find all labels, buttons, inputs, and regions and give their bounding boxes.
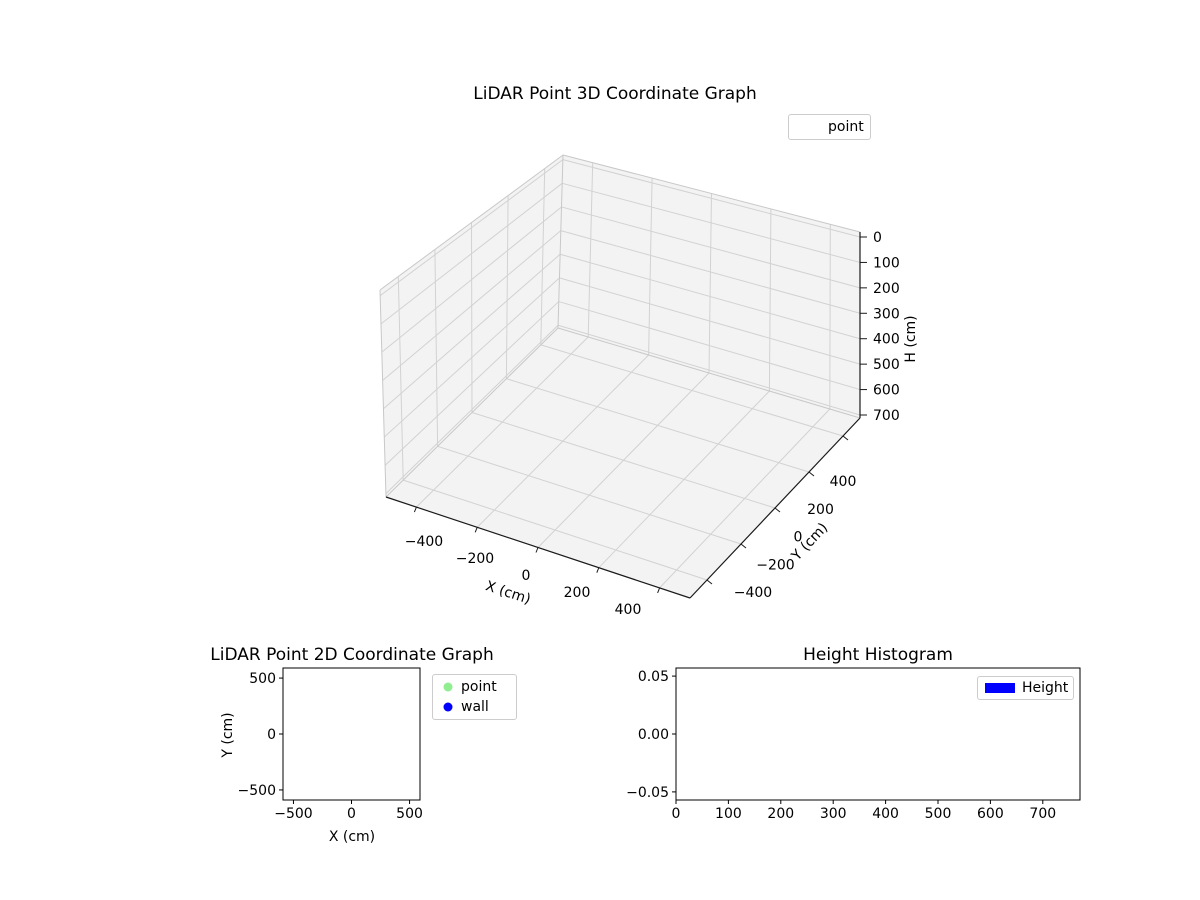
height-swatch-rect [985,683,1015,693]
y-tick-label: 0.00 [638,727,669,743]
grid-y [471,222,473,413]
wall-marker-circle [443,702,453,712]
grid-x [598,390,770,569]
pane-edge [562,154,861,233]
y-tick-label: −200 [756,557,794,573]
x-tick-label: 600 [977,806,1004,822]
x-tick [413,506,417,513]
histogram-title: Height Histogram [803,645,953,665]
height-swatch-icon [985,683,1015,693]
grid-x [587,162,594,338]
legend-entry-wall: wall [433,697,516,717]
chart-2d-ylabel: Y (cm) [220,712,236,758]
y-tick-label: 0.05 [638,669,669,685]
x-tick-label: 100 [715,806,742,822]
z-tick-label: 700 [873,408,900,424]
x-tick-label: 0 [672,806,681,822]
y-tick-label: 400 [830,474,857,490]
grid-x [648,178,653,356]
x-tick-label: 0 [522,568,531,584]
legend-entry-point-label: point [828,119,864,135]
z-tick-label: 600 [873,383,900,399]
z-tick-label: 500 [873,357,900,373]
wall-marker-icon [443,702,453,712]
grid-x [768,208,772,392]
x-tick-label: 200 [564,585,591,601]
grid-x [708,193,712,374]
y-tick [842,435,849,441]
chart-3d-legend: point [788,114,871,140]
x-tick-label: 0 [347,806,356,822]
grid-y [397,276,404,481]
y-tick-label: −500 [238,783,276,799]
chart-2d-title: LiDAR Point 2D Coordinate Graph [210,645,494,665]
x-tick-label: 400 [872,806,899,822]
legend-entry-wall-label: wall [461,699,489,715]
chart-2d-xlabel: X (cm) [328,829,376,845]
axes-bg [283,668,420,800]
x-tick-label: −400 [405,534,443,550]
y-tick [740,543,747,549]
legend-entry-height: Height [985,678,1068,698]
pane-edge [385,327,559,498]
pane-edge [379,154,564,291]
x-tick-label: 400 [615,602,642,618]
legend-entry-height-label: Height [1022,680,1069,696]
pane-edge [557,154,564,329]
y-tick [774,507,781,513]
axes-frame [675,667,1081,801]
grid-y [505,195,509,379]
x-tick-label: −200 [456,551,494,567]
z-tick-label: 200 [873,281,900,297]
grid-x [659,408,831,589]
legend-entry-point: point [433,677,516,697]
grid-x [476,354,649,528]
x-tick [474,527,478,533]
x-tick-label: 500 [925,806,952,822]
x-tick [535,547,539,553]
y-tick-label: 0 [794,530,803,546]
grid-x [829,224,831,410]
point-marker-icon [443,682,453,692]
x-tick-label: −500 [274,806,312,822]
x-tick [596,567,600,573]
grid-y [540,168,546,345]
pane-edge [557,327,861,419]
y-tick-label: 0 [267,727,276,743]
x-tick-label: 300 [820,806,847,822]
y-tick-label: −0.05 [626,785,669,801]
point-marker-circle [443,682,453,692]
chart-3d-zlabel: H (cm) [903,315,919,363]
x-tick [657,587,661,594]
y-tick-label: 200 [807,502,834,518]
z-tick-label: 0 [873,230,882,246]
chart-2d-legend: point wall [432,674,517,720]
y-tick-label: −400 [734,585,772,601]
z-tick-label: 400 [873,332,900,348]
z-tick-label: 300 [873,306,900,322]
x-tick-label: 700 [1029,806,1056,822]
y-tick [706,579,713,585]
y-tick [808,471,815,477]
pane-edge [379,289,387,498]
grid-x [416,336,589,508]
chart-3d-title: LiDAR Point 3D Coordinate Graph [473,84,757,104]
grid-y [434,249,439,447]
axes-frame [282,667,421,801]
pane-right [558,155,860,418]
pane-floor [386,328,860,598]
y-tick-label: 500 [249,671,276,687]
x-tick-label: 200 [767,806,794,822]
x-tick-label: 500 [396,806,423,822]
histogram-legend: Height [977,676,1074,700]
z-tick-label: 100 [873,255,900,271]
grid-x [537,372,710,548]
legend-entry-point-label: point [461,679,497,695]
